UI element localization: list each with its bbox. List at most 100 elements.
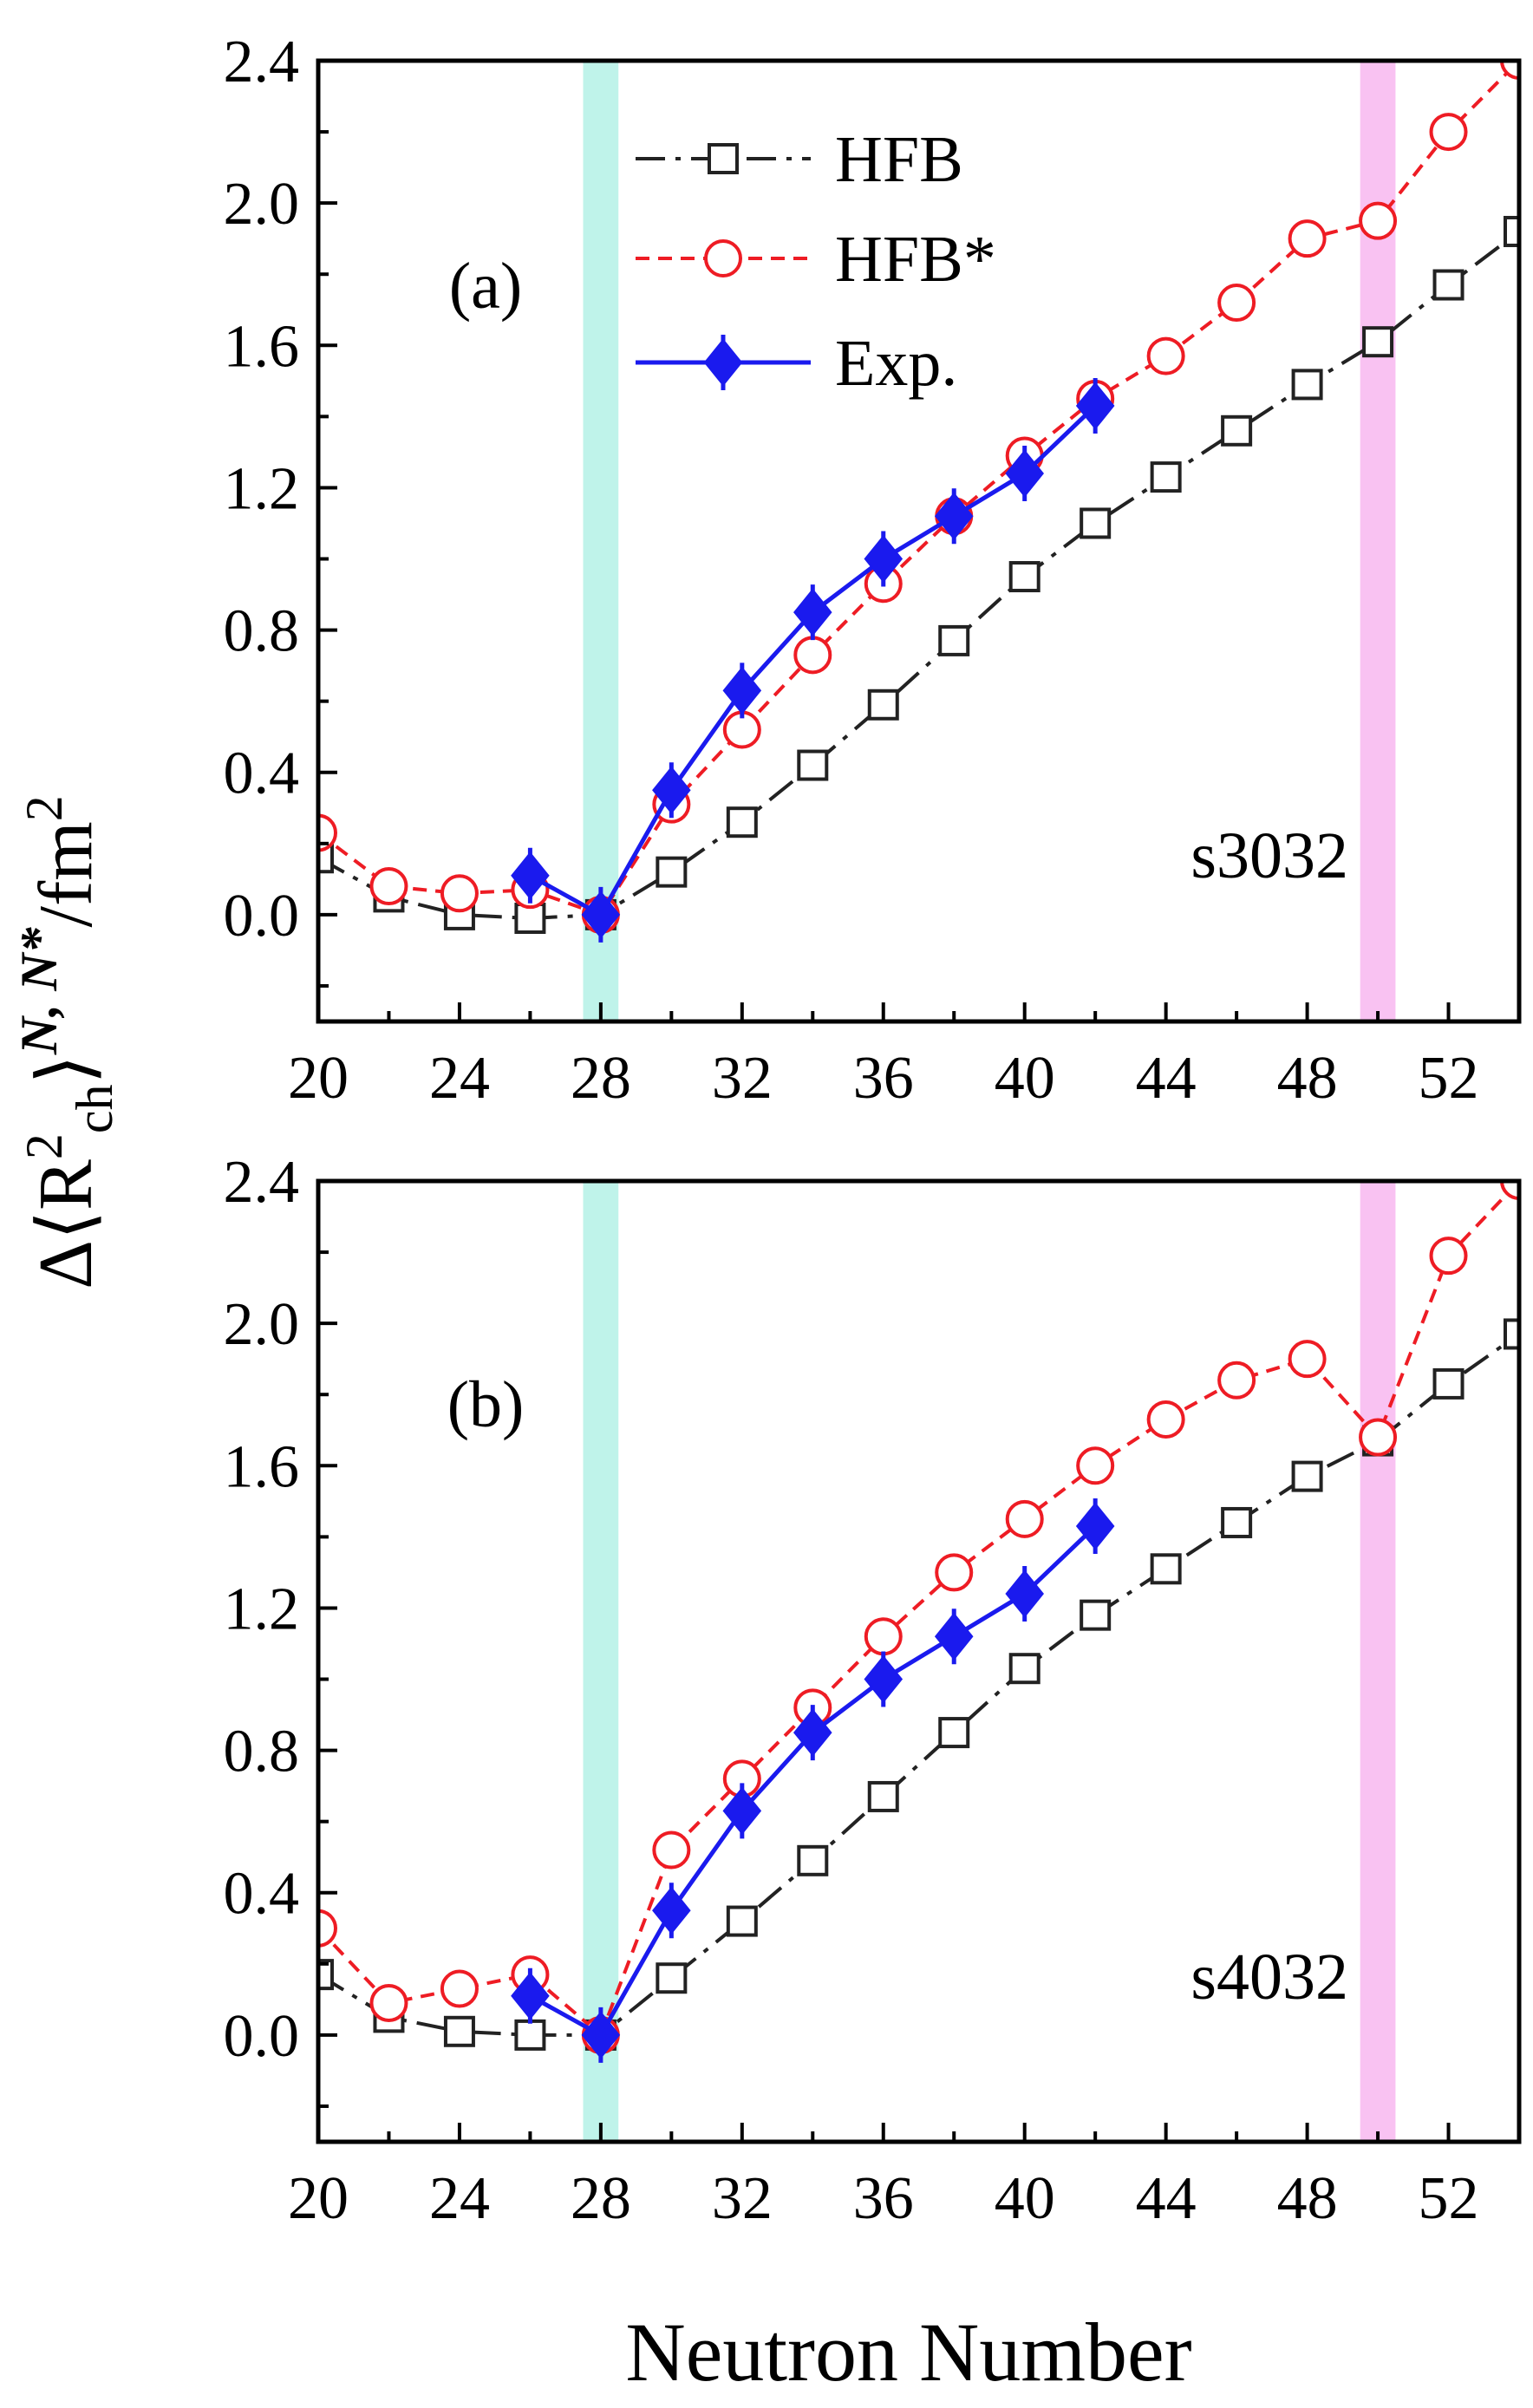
y-tick-label: 2.0 [224,1291,300,1358]
panel-a: 20 24 28 32 36 40 44 48 52 0.0 0.4 0.8 1.2 1.6 2.0 2.4 (… [224,29,1522,1112]
square-marker-17 [1504,1318,1519,1350]
x-tick-label: 48 [1277,1045,1338,1112]
x-tick-label: 52 [1419,1045,1479,1112]
shaded-band-1 [1360,1181,1396,2142]
square-marker-11 [1080,1599,1112,1631]
y-tick-label: 1.6 [224,313,300,380]
y-label-sub: ch [66,1084,123,1133]
square-marker-16 [1432,269,1465,301]
circle-marker-0 [318,1909,337,1948]
circle-marker-14 [1288,219,1327,258]
square-marker-8 [867,688,899,721]
panel-label: (a) [449,250,522,323]
square-marker-5 [656,856,688,888]
square-marker-legend-0 [708,143,739,174]
series-hfb-star [318,61,1519,934]
y-label-close: ⟩ [24,1054,108,1084]
shaded-band-0 [583,1181,619,2142]
square-marker-14 [1291,1460,1323,1492]
y-axis-label: Δ⟨R2ch⟩N, N*/fm2 [10,795,123,1289]
x-tick-label: 28 [571,2165,631,2232]
shaded-band-0 [583,61,619,1021]
circle-marker-2 [440,874,479,913]
x-tick-label: 28 [571,1045,631,1112]
legend: HFB HFB* Exp. [636,123,996,400]
y-tick-label: 0.4 [224,741,300,807]
circle-marker-8 [864,1617,903,1656]
square-marker-6 [726,806,758,839]
legend-label: HFB* [835,223,996,296]
square-marker-17 [1504,215,1519,247]
circle-marker-11 [1076,1446,1115,1485]
circle-marker-16 [1429,113,1468,152]
y-tick-label: 1.6 [224,1433,300,1500]
y-tick-label: 2.4 [224,1149,300,1216]
square-marker-13 [1221,414,1253,447]
y-tick-label: 0.8 [224,1719,300,1785]
series-annotation: s4032 [1191,1941,1348,2013]
y-tick-label: 1.2 [224,1576,300,1642]
panel-label: (b) [447,1368,525,1441]
square-marker-15 [1362,326,1394,358]
y-label-sup2: 2 [16,1133,73,1159]
square-marker-16 [1432,1367,1465,1400]
circle-marker-10 [1005,1499,1044,1538]
circle-marker-9 [935,1553,974,1592]
series-exp [511,1498,1115,2063]
circle-marker-15 [1359,1418,1398,1457]
square-marker-10 [1008,561,1040,593]
series-line [318,61,1519,917]
square-marker-11 [1080,507,1112,539]
circle-marker-17 [1500,61,1519,80]
square-marker-3 [514,2019,546,2051]
y-label-delta: Δ⟨R [24,1159,108,1289]
circle-marker-legend-1 [704,239,742,277]
y-label-unit-sup: 2 [16,795,73,821]
y-tick-label: 0.0 [224,883,300,949]
circle-marker-5 [652,1830,691,1870]
circle-marker-16 [1429,1237,1468,1276]
x-tick-label: 32 [712,2165,773,2232]
y-tick-label: 0.4 [224,1861,300,1928]
x-tick-label: 40 [995,2165,1055,2232]
y-tick-label: 0.8 [224,598,300,665]
circle-marker-12 [1146,336,1185,375]
circle-marker-0 [318,813,337,852]
circle-marker-17 [1500,1181,1519,1200]
y-tick-label: 0.0 [224,2003,300,2070]
square-marker-6 [726,1905,758,1937]
circle-marker-7 [793,636,832,675]
y-label-unit: /fm [24,821,108,927]
square-marker-12 [1150,461,1182,493]
axes-frame [316,1178,1522,2144]
square-marker-5 [656,1962,688,1994]
circle-marker-1 [369,867,408,906]
circle-marker-13 [1217,1361,1256,1400]
square-marker-14 [1291,369,1323,401]
square-marker-7 [797,1844,829,1876]
circle-marker-14 [1288,1340,1327,1379]
plot-area [318,1181,1519,2063]
circle-marker-12 [1146,1400,1185,1439]
legend-label: Exp. [835,327,957,400]
legend-label: HFB [835,123,963,196]
circle-marker-15 [1359,201,1398,240]
square-marker-2 [443,2015,475,2047]
x-tick-label: 52 [1419,2165,1479,2232]
x-tick-label: 24 [429,2165,490,2232]
y-tick-label: 1.2 [224,455,300,522]
circle-marker-13 [1217,284,1256,323]
circle-marker-2 [440,1969,479,2008]
y-tick-label: 2.0 [224,171,300,238]
x-tick-label: 32 [712,1045,773,1112]
square-marker-0 [318,1959,334,1991]
x-tick-label: 36 [853,2165,914,2232]
x-tick-label: 44 [1136,1045,1197,1112]
x-axis-label: Neutron Number [625,2306,1191,2398]
x-tick-label: 20 [288,2165,349,2232]
axes-frame [316,58,1522,1024]
square-marker-12 [1150,1553,1182,1585]
plot-area [318,61,1519,943]
circle-marker-1 [369,1983,408,2022]
